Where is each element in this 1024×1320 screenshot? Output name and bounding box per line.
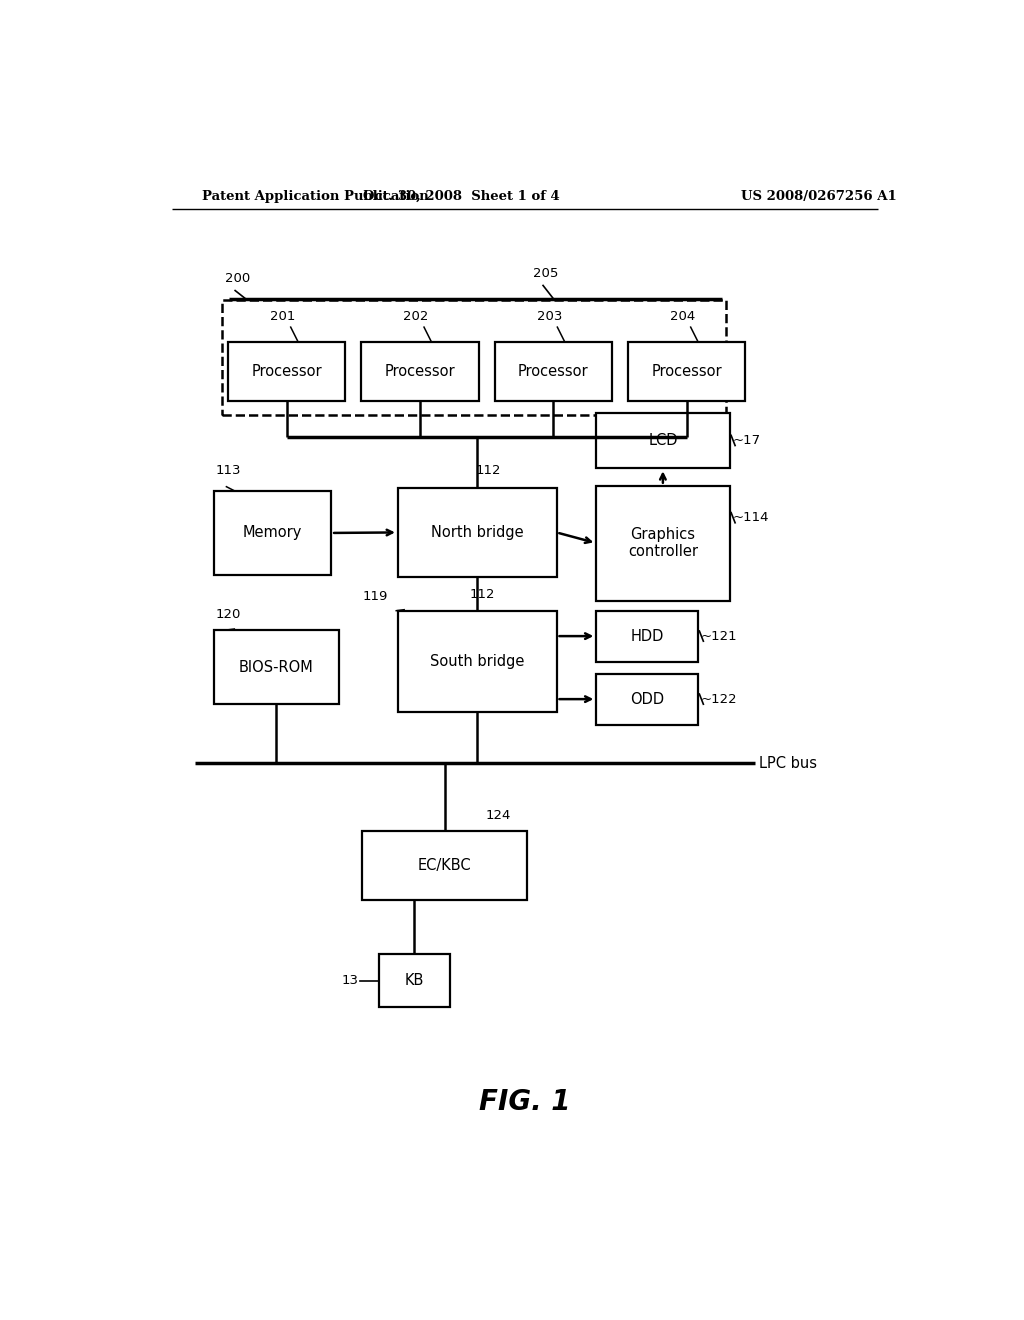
Text: 113: 113 [215, 463, 241, 477]
Bar [214, 491, 331, 576]
Bar [397, 611, 557, 713]
Text: 201: 201 [270, 310, 296, 323]
Text: ~122: ~122 [701, 693, 737, 706]
Bar [221, 300, 726, 414]
Text: 120: 120 [215, 609, 241, 620]
Text: US 2008/0267256 A1: US 2008/0267256 A1 [740, 190, 896, 202]
Text: ~114: ~114 [733, 511, 769, 524]
Bar [596, 611, 697, 661]
Text: 204: 204 [670, 310, 695, 323]
Text: ~17: ~17 [733, 434, 761, 447]
Bar [596, 673, 697, 725]
Text: Patent Application Publication: Patent Application Publication [202, 190, 429, 202]
Bar [596, 412, 729, 469]
Bar [397, 487, 557, 577]
Bar [214, 630, 339, 704]
Text: ODD: ODD [630, 692, 665, 706]
Text: Graphics
controller: Graphics controller [628, 527, 698, 560]
Text: 119: 119 [362, 590, 388, 602]
Bar [228, 342, 345, 401]
Text: South bridge: South bridge [430, 653, 524, 669]
Text: 112: 112 [475, 463, 501, 477]
Text: 112: 112 [469, 587, 495, 601]
Text: EC/KBC: EC/KBC [418, 858, 471, 874]
Text: BIOS-ROM: BIOS-ROM [239, 660, 313, 675]
Text: North bridge: North bridge [431, 525, 523, 540]
Text: 203: 203 [537, 310, 562, 323]
Bar [628, 342, 745, 401]
Bar [596, 486, 729, 601]
Text: Processor: Processor [651, 364, 722, 379]
Text: 202: 202 [403, 310, 429, 323]
Bar [362, 832, 527, 900]
Text: Processor: Processor [385, 364, 456, 379]
Text: Oct. 30, 2008  Sheet 1 of 4: Oct. 30, 2008 Sheet 1 of 4 [362, 190, 560, 202]
Bar [495, 342, 612, 401]
Text: LPC bus: LPC bus [759, 755, 817, 771]
Text: 124: 124 [485, 809, 511, 822]
Bar [379, 954, 451, 1007]
Text: 200: 200 [225, 272, 250, 285]
Text: FIG. 1: FIG. 1 [479, 1088, 570, 1115]
Text: Memory: Memory [243, 525, 302, 540]
Text: 13: 13 [341, 974, 358, 987]
Text: ~121: ~121 [701, 630, 737, 643]
Text: 205: 205 [532, 268, 558, 280]
Text: LCD: LCD [648, 433, 678, 447]
Text: Processor: Processor [518, 364, 589, 379]
Text: Processor: Processor [252, 364, 322, 379]
Bar [361, 342, 479, 401]
Text: KB: KB [404, 973, 424, 989]
Text: HDD: HDD [631, 628, 664, 644]
